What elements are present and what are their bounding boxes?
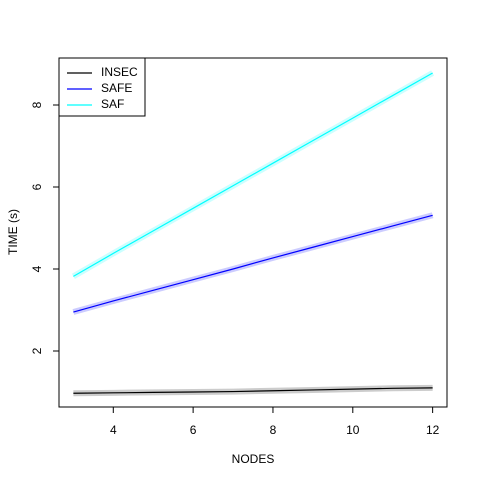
x-axis-label: NODES	[232, 452, 275, 466]
y-tick-label: 6	[30, 183, 44, 190]
series-line	[73, 387, 433, 394]
x-tick-label: 8	[270, 423, 277, 437]
series-line	[73, 214, 433, 313]
y-axis-label: TIME (s)	[6, 209, 20, 255]
series-line	[73, 72, 433, 277]
y-tick-label: 4	[30, 265, 44, 272]
x-tick-label: 12	[426, 423, 440, 437]
y-tick-label: 8	[30, 101, 44, 108]
plot-frame	[58, 57, 448, 408]
legend-label: SAF	[101, 97, 124, 111]
x-tick-label: 4	[110, 423, 117, 437]
legend-box	[58, 57, 146, 117]
x-tick-label: 6	[190, 423, 197, 437]
y-tick-label: 2	[30, 347, 44, 354]
legend-label: INSEC	[101, 65, 138, 79]
x-tick-label: 10	[346, 423, 360, 437]
legend-label: SAFE	[101, 81, 132, 95]
